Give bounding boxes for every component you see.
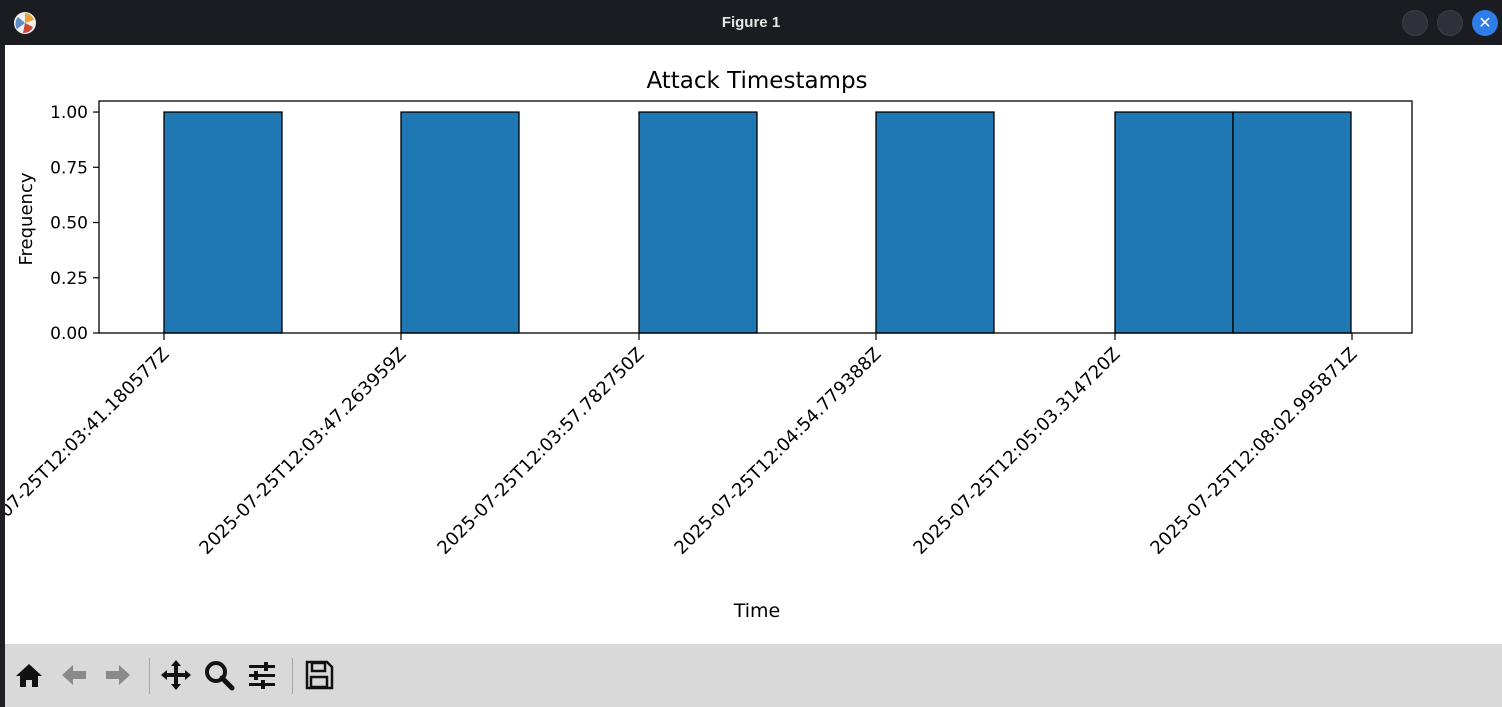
bar (1114, 111, 1234, 334)
y-tick-label: 0.00 (50, 324, 88, 344)
x-tick-label: 2025-07-25T12:08:02.995871Z (1146, 344, 1361, 559)
bar (875, 111, 995, 334)
bar (1232, 111, 1352, 334)
y-tick-label: 0.25 (50, 269, 88, 289)
configure-subplots-icon[interactable] (245, 658, 279, 692)
forward-icon[interactable] (101, 658, 135, 692)
figure-canvas: Attack Timestamps Frequency Time 0.00 0.2… (5, 45, 1502, 644)
chart-title: Attack Timestamps (646, 68, 867, 94)
close-button[interactable]: ✕ (1472, 10, 1498, 36)
x-tick-label: 2025-07-25T12:03:57.782750Z (433, 344, 648, 559)
maximize-button[interactable] (1437, 10, 1463, 36)
y-tick-label: 0.50 (50, 214, 88, 234)
chart: Attack Timestamps Frequency Time 0.00 0.2… (5, 68, 1413, 622)
x-tick-label: 2025-07-25T12:05:03.314720Z (909, 344, 1124, 559)
app-icon (14, 12, 36, 34)
bar (163, 111, 283, 334)
x-tick-label: 2025-07-25T12:03:41.180577Z (5, 344, 174, 559)
plot-frame (98, 100, 1413, 334)
minimize-button[interactable] (1402, 10, 1428, 36)
x-tick-label: 2025-07-25T12:04:54.779388Z (670, 344, 885, 559)
x-axis-label: Time (733, 600, 781, 622)
toolbar-separator (149, 658, 150, 694)
x-tick-label: 2025-07-25T12:03:47.263959Z (195, 344, 410, 559)
y-tick-label: 1.00 (50, 103, 88, 123)
window-titlebar: Figure 1 ✕ (0, 0, 1502, 45)
bar (400, 111, 520, 334)
save-icon[interactable] (302, 658, 336, 692)
y-tick-label: 0.75 (50, 158, 88, 178)
close-icon: ✕ (1478, 13, 1492, 32)
pan-icon[interactable] (159, 658, 193, 692)
bar (638, 111, 758, 334)
y-axis-label: Frequency (16, 172, 37, 265)
home-icon[interactable] (12, 658, 46, 692)
navigation-toolbar (5, 644, 1502, 707)
toolbar-separator (292, 658, 293, 694)
back-icon[interactable] (57, 658, 91, 692)
zoom-icon[interactable] (202, 658, 236, 692)
window-title: Figure 1 (721, 14, 781, 31)
